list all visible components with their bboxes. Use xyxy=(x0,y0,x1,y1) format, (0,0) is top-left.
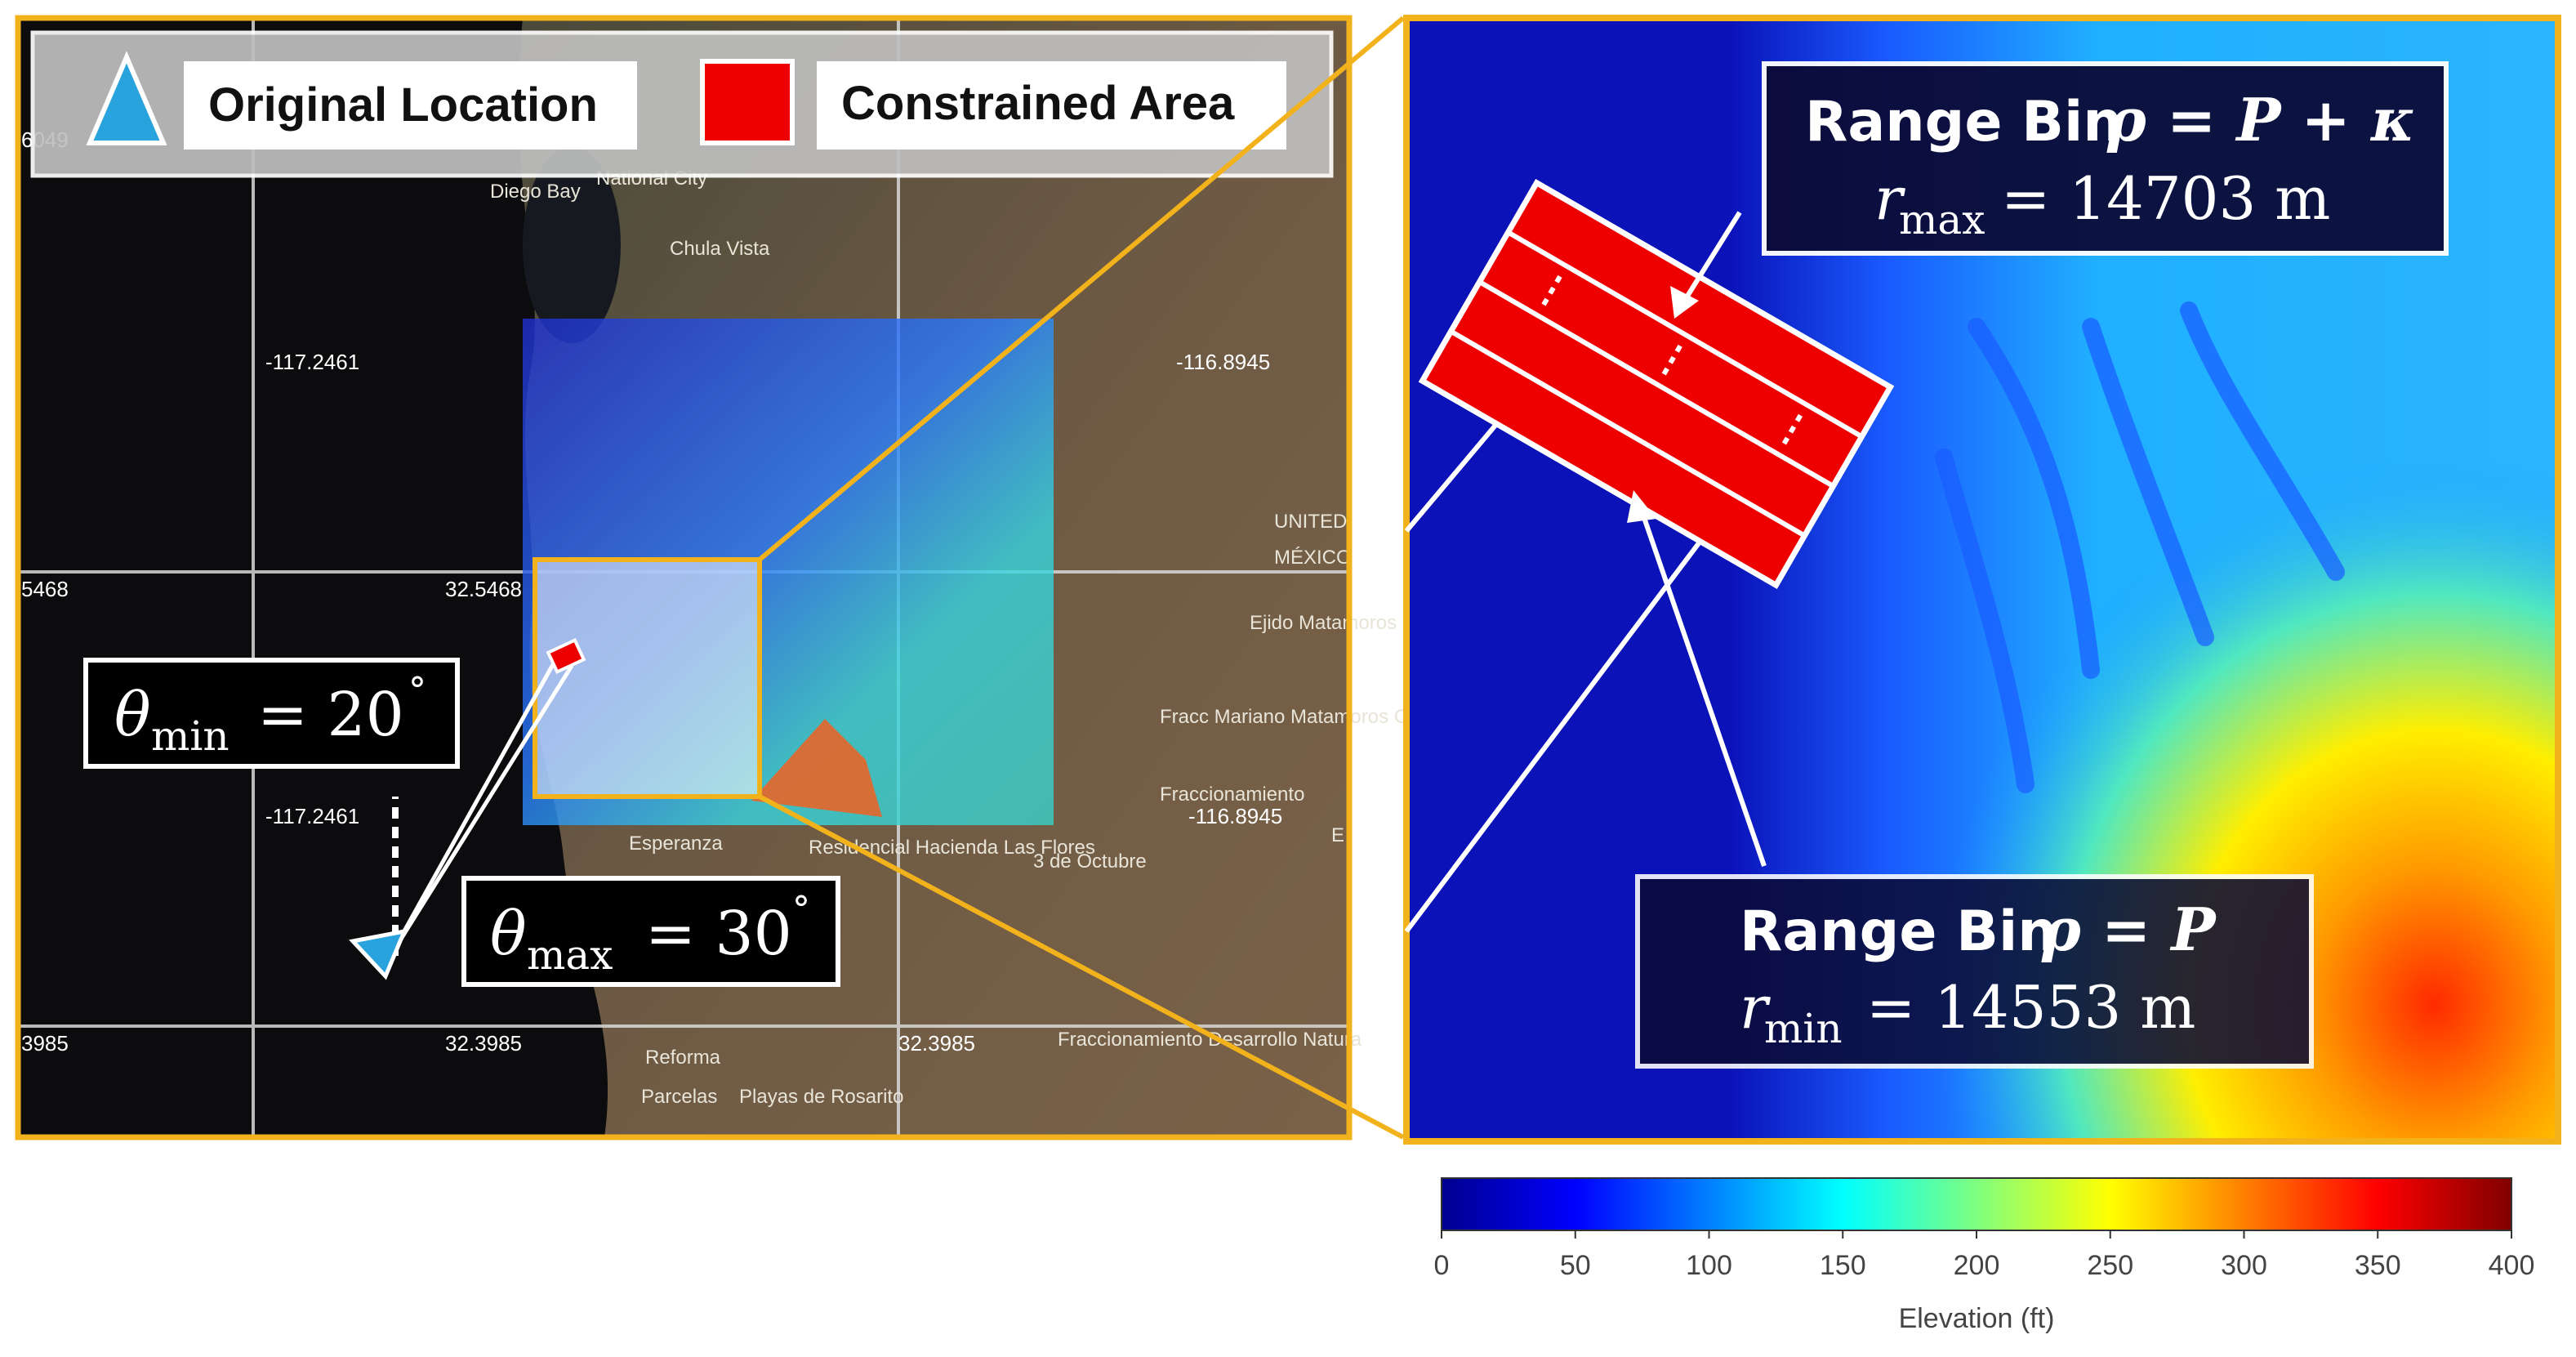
arrow-top-line xyxy=(1680,211,1742,306)
rmax-sub: max xyxy=(1899,196,1985,243)
place-label: Reforma xyxy=(645,1047,721,1069)
lat-label-5: 32.3985 xyxy=(898,1031,975,1056)
theta-min-ray xyxy=(388,658,558,957)
arrow-bottom-line xyxy=(1639,510,1767,867)
place-label: Esperanza xyxy=(629,833,723,855)
theta-min-box: θ min = 20 ° xyxy=(83,658,460,769)
legend-label-box xyxy=(817,61,1286,150)
zoom-connectors xyxy=(758,16,1405,1140)
lat-label-2: 32.5468 xyxy=(445,577,522,601)
theta-min-symbol: θ xyxy=(114,680,151,750)
arrow-top-head xyxy=(1670,286,1699,319)
range-bin-divider xyxy=(1477,279,1835,489)
colorbar-tick-label: 350 xyxy=(2355,1250,2401,1281)
colorbar-tick-label: 0 xyxy=(1434,1250,1450,1281)
theta-min-subscript: min xyxy=(151,712,230,760)
place-label: Playas de Rosarito xyxy=(739,1086,903,1108)
rmax-value: = 14703 m xyxy=(2001,164,2330,233)
bay xyxy=(523,147,621,343)
place-label: Diego Bay xyxy=(490,181,581,203)
elevation-hotspot xyxy=(751,719,882,817)
range-bin-divider xyxy=(1449,329,1807,538)
range-bin-bottom-box xyxy=(1635,874,2314,1069)
place-label: 3 de Octubre xyxy=(1033,850,1147,873)
drainage-channels xyxy=(1935,301,2345,793)
constrained-area-marker xyxy=(546,637,586,675)
satellite-map-panel: -117.2461 -116.8945 -117.2461 -116.8945 … xyxy=(15,15,1453,1141)
range-bin-top-box xyxy=(1762,61,2449,256)
colorbar-gradient xyxy=(1441,1177,2512,1231)
place-label: Parcelas xyxy=(641,1086,717,1108)
place-label: E xyxy=(1331,824,1344,846)
colorbar-tick-label: 400 xyxy=(2489,1250,2535,1281)
original-location-marker-icon xyxy=(349,928,408,980)
theta-max-box: θ max = 30 ° xyxy=(461,876,840,987)
rmax-var: r xyxy=(1874,164,1905,233)
zoom-ray-max xyxy=(1404,509,1726,933)
lat-label-3: 3985 xyxy=(21,1031,69,1056)
place-label: Ejido Matamoros xyxy=(1250,612,1397,634)
place-label: Fraccionamiento Desarrollo Natura xyxy=(1058,1029,1362,1051)
theta-max-ray xyxy=(388,664,574,957)
colorbar-label: Elevation (ft) xyxy=(1899,1303,2055,1334)
map-frame xyxy=(15,15,1353,1141)
range-bin-top-prefix: Range Bin xyxy=(1805,90,2123,154)
colorbar-ticks: 0 50 100 150 200 250 300 350 400 xyxy=(1434,1230,2535,1281)
constrained-area-swatch-icon xyxy=(700,59,795,145)
legend-original-location: Original Location xyxy=(208,78,598,132)
original-location-marker-icon xyxy=(86,51,167,145)
range-bin-top-math: ρ = P + κ xyxy=(2106,85,2415,154)
lat-label-4: 32.3985 xyxy=(445,1031,522,1056)
range-bin-bottom-prefix: Range Bin xyxy=(1740,899,2057,964)
lon-label-1: -117.2461 xyxy=(265,350,359,374)
angle-geometry xyxy=(349,637,586,980)
zoom-panel: Range Bin ρ = P + κ r max = 14703 m Rang… xyxy=(1403,15,2561,1145)
bin-ellipsis xyxy=(1661,344,1682,376)
zoom-frame xyxy=(1403,15,2561,1145)
range-bins xyxy=(1418,178,1895,590)
colorbar-tick-label: 50 xyxy=(1560,1250,1591,1281)
place-label: MÉXICO xyxy=(1274,547,1352,569)
rmin-value: = 14553 m xyxy=(1866,973,2195,1042)
rmin-sub: min xyxy=(1764,1005,1843,1052)
colorbar-tick-label: 150 xyxy=(1820,1250,1866,1281)
zoom-source-box xyxy=(533,557,762,799)
theta-max-value: = 30 xyxy=(645,899,792,969)
colorbar-tick-label: 250 xyxy=(2087,1250,2133,1281)
range-bin-divider xyxy=(1506,230,1864,439)
colorbar-tick-label: 300 xyxy=(2221,1250,2267,1281)
theta-min-degree: ° xyxy=(408,670,426,712)
theta-max-subscript: max xyxy=(527,931,613,979)
place-label: UNITED xyxy=(1274,511,1347,533)
colorbar: 0 50 100 150 200 250 300 350 400 Elevation (ft) xyxy=(1434,1177,2535,1334)
place-label: Fraccionamiento xyxy=(1160,783,1304,806)
theta-min-value: = 20 xyxy=(257,680,404,750)
place-label: Chula Vista xyxy=(670,238,770,260)
colorbar-tick-label: 200 xyxy=(1954,1250,2000,1281)
theta-max-degree: ° xyxy=(792,889,810,931)
colorbar-tick-label: 100 xyxy=(1686,1250,1732,1281)
lon-label-2: -116.8945 xyxy=(1176,350,1270,374)
arrow-bottom-head xyxy=(1627,490,1656,523)
bin-ellipsis xyxy=(1541,275,1562,306)
constrained-region-highlight xyxy=(535,560,760,797)
lon-label-4: -116.8945 xyxy=(1188,804,1282,828)
lat-label-1: 5468 xyxy=(21,577,69,601)
lon-label-3: -117.2461 xyxy=(265,804,359,828)
legend-label-box xyxy=(184,61,637,150)
legend-constrained-area: Constrained Area xyxy=(841,77,1235,130)
bin-ellipsis xyxy=(1781,413,1803,445)
legend: Original Location Constrained Area xyxy=(30,30,1334,178)
theta-max-symbol: θ xyxy=(490,899,527,969)
rmin-var: r xyxy=(1740,973,1771,1042)
range-bin-bottom-math: ρ = P xyxy=(2041,895,2217,964)
theta-max-box-bg xyxy=(461,876,840,987)
theta-min-box-bg xyxy=(83,658,460,769)
